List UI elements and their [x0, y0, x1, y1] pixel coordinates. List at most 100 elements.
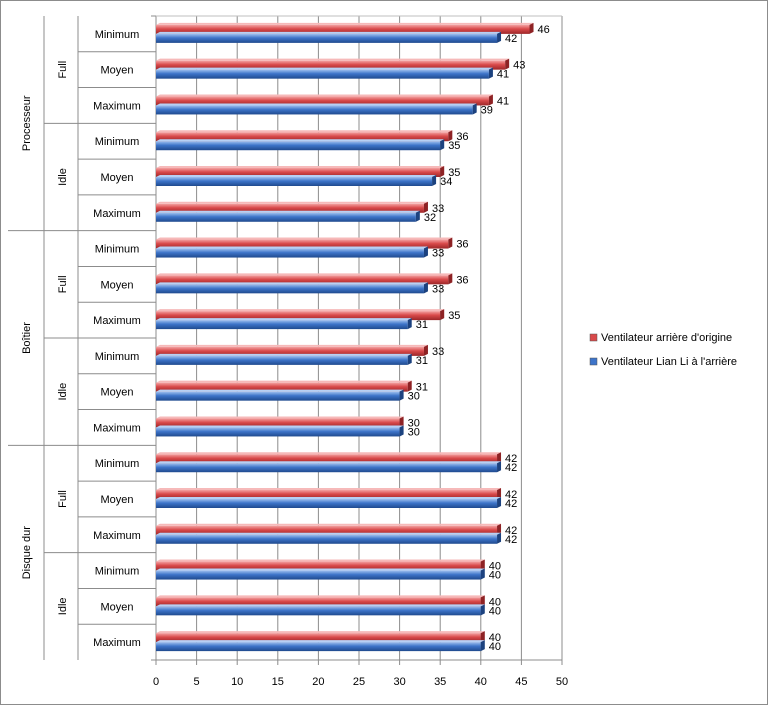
- data-label: 31: [416, 382, 428, 394]
- x-tick-label: 50: [556, 676, 568, 688]
- category-label: Minimum: [95, 29, 140, 41]
- bar-lianli-fan: [156, 568, 485, 580]
- subgroup-label: Full: [57, 61, 69, 79]
- data-label: 31: [416, 319, 428, 331]
- legend-label: Ventilateur arrière d'origine: [601, 332, 732, 344]
- bar-lianli-fan: [156, 604, 485, 616]
- data-label: 42: [505, 534, 517, 546]
- data-label: 40: [489, 596, 501, 608]
- data-label: 40: [489, 641, 501, 653]
- bar-original-fan: [156, 130, 453, 142]
- data-label: 40: [489, 561, 501, 573]
- subgroup-label: Full: [57, 490, 69, 508]
- bar-original-fan: [156, 166, 445, 177]
- category-label: Maximum: [93, 422, 141, 434]
- category-label: Moyen: [100, 279, 133, 291]
- x-axis: 0 5 10 15 20 25 30 35 40 45 50: [153, 659, 568, 688]
- subgroup-label: Idle: [57, 383, 69, 401]
- x-tick-label: 25: [353, 676, 365, 688]
- x-tick-label: 35: [434, 676, 446, 688]
- group-label: Disque dur: [21, 526, 33, 580]
- bar-original-fan: [156, 380, 412, 392]
- data-label: 40: [489, 632, 501, 644]
- data-label: 40: [489, 570, 501, 582]
- bar-original-fan: [156, 58, 510, 70]
- bar-original-fan: [156, 416, 404, 428]
- data-label: 30: [408, 417, 420, 429]
- legend-label: Ventilateur Lian Li à l'arrière: [601, 356, 737, 368]
- bar-lianli-fan: [156, 353, 412, 365]
- bar-lianli-fan: [156, 425, 404, 437]
- category-label: Minimum: [95, 458, 140, 470]
- bar-original-fan: [156, 201, 428, 213]
- category-label: Maximum: [93, 530, 141, 542]
- data-label: 43: [513, 60, 525, 72]
- bar-original-fan: [156, 344, 428, 356]
- data-label: 42: [505, 453, 517, 465]
- category-label: Moyen: [100, 172, 133, 184]
- bar-original-fan: [156, 452, 502, 464]
- category-label: Maximum: [93, 315, 141, 327]
- legend-item-original-fan: Ventilateur arrière d'origine: [589, 332, 732, 344]
- data-label: 33: [432, 248, 444, 260]
- data-label: 33: [432, 283, 444, 295]
- data-label: 42: [505, 33, 517, 45]
- data-label: 35: [448, 310, 460, 322]
- bar-lianli-fan: [156, 640, 485, 652]
- x-tick-label: 40: [475, 676, 487, 688]
- bar-lianli-fan: [156, 497, 502, 508]
- bar-original-fan: [156, 595, 485, 607]
- bar-lianli-fan: [156, 210, 420, 222]
- data-label: 30: [408, 391, 420, 403]
- bar-lianli-fan: [156, 175, 437, 186]
- data-label: 35: [448, 140, 460, 152]
- category-label: Moyen: [100, 601, 133, 613]
- data-label: 42: [505, 462, 517, 474]
- bar-original-fan: [156, 631, 485, 643]
- category-label: Minimum: [95, 136, 140, 148]
- bar-lianli-fan: [156, 139, 445, 151]
- legend-swatch: [589, 357, 598, 366]
- data-label: 33: [432, 203, 444, 215]
- subgroup-label: Full: [57, 275, 69, 293]
- x-tick-label: 5: [194, 676, 200, 688]
- data-labels: 4642434141393635353433323633363335313331…: [408, 24, 550, 653]
- data-label: 33: [432, 346, 444, 358]
- category-label: Minimum: [95, 566, 140, 578]
- data-label: 42: [505, 489, 517, 501]
- group-label: Processeur: [21, 95, 33, 151]
- category-label: Maximum: [93, 100, 141, 112]
- data-label: 32: [424, 212, 436, 224]
- legend-swatch: [589, 333, 598, 342]
- legend-item-lianli-fan: Ventilateur Lian Li à l'arrière: [589, 356, 737, 368]
- data-label: 41: [497, 69, 509, 81]
- data-label: 34: [440, 176, 452, 188]
- bar-original-fan: [156, 94, 493, 106]
- bar-lianli-fan: [156, 246, 428, 258]
- bar-lianli-fan: [156, 31, 502, 43]
- category-label: Maximum: [93, 208, 141, 220]
- category-label: Maximum: [93, 637, 141, 649]
- bar-original-fan: [156, 309, 445, 321]
- bar-lianli-fan: [156, 282, 428, 294]
- category-hierarchy: Minimum Moyen Maximum Minimum Moyen Maximum Mi…: [8, 15, 156, 661]
- bar-lianli-fan: [156, 318, 412, 330]
- data-label: 36: [456, 131, 468, 143]
- data-label: 41: [497, 95, 509, 107]
- subgroup-label: Idle: [57, 168, 69, 186]
- data-label: 36: [456, 239, 468, 251]
- bar-lianli-fan: [156, 103, 477, 115]
- bars: [156, 22, 534, 652]
- data-label: 46: [538, 24, 550, 36]
- category-label: Moyen: [100, 494, 133, 506]
- x-tick-label: 10: [231, 676, 243, 688]
- x-tick-label: 45: [515, 676, 527, 688]
- bar-original-fan: [156, 523, 502, 535]
- x-tick-label: 0: [153, 676, 159, 688]
- category-label: Moyen: [100, 65, 133, 77]
- data-label: 40: [489, 605, 501, 617]
- data-label: 42: [505, 525, 517, 537]
- data-label: 36: [456, 274, 468, 286]
- bar-original-fan: [156, 237, 453, 249]
